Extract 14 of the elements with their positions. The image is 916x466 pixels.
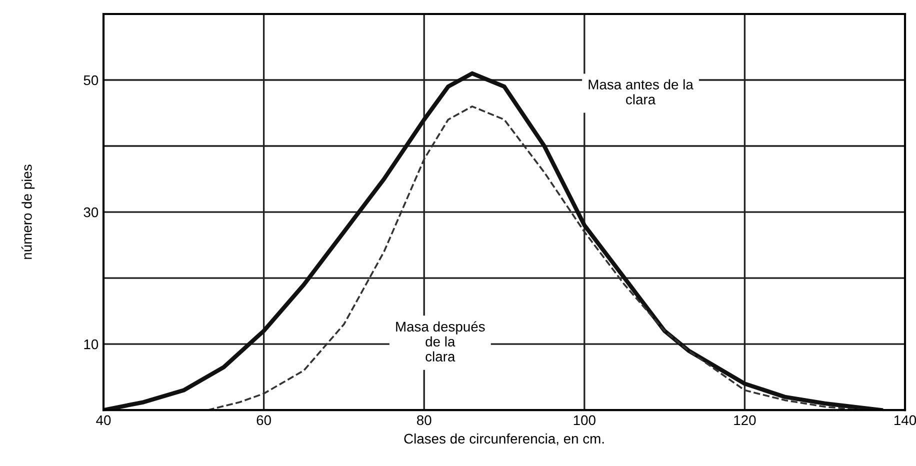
x-axis-title: Clases de circunferencia, en cm. xyxy=(404,433,604,446)
x-tick-label: 60 xyxy=(256,415,271,426)
annotation: Masa después de la clara xyxy=(396,321,485,362)
y-axis-title: número de pies xyxy=(21,164,35,259)
y-tick-label: 50 xyxy=(84,75,98,86)
x-tick-label: 40 xyxy=(96,415,111,426)
y-tick-label: 10 xyxy=(84,339,98,350)
y-tick-label: 30 xyxy=(84,207,98,218)
x-tick-label: 120 xyxy=(734,415,756,426)
annotation: Masa antes de la clara xyxy=(588,79,694,104)
x-tick-label: 80 xyxy=(416,415,432,426)
line-series xyxy=(104,71,884,410)
x-tick-label: 140 xyxy=(894,415,916,426)
x-tick-label: 100 xyxy=(574,415,596,426)
